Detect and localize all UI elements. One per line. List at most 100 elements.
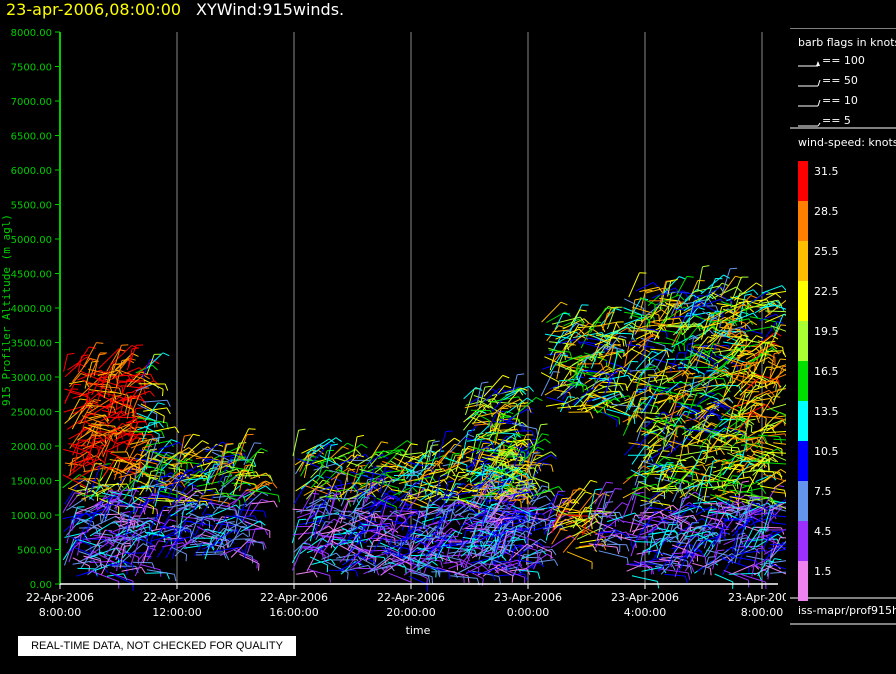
wind-barb	[508, 495, 521, 510]
wind-barb	[249, 489, 279, 496]
wind-barb	[114, 516, 135, 522]
wind-barb-flag	[479, 540, 483, 548]
wind-barb-flag	[98, 545, 101, 554]
wind-barb-flag	[269, 474, 273, 482]
wind-barb	[720, 275, 736, 298]
wind-barb	[90, 570, 119, 582]
wind-barb	[117, 380, 141, 383]
wind-barb-flag	[537, 464, 542, 472]
wind-barb	[115, 490, 123, 511]
wind-barb	[126, 398, 132, 419]
wind-barb-flag	[634, 514, 642, 516]
wind-barb-flag	[263, 541, 267, 549]
wind-barb	[235, 514, 262, 524]
wind-barb	[167, 496, 182, 514]
wind-barb-flag	[357, 434, 364, 438]
wind-barb	[479, 468, 490, 497]
wind-barb	[301, 444, 320, 454]
wind-barb	[506, 471, 520, 493]
wind-barb	[116, 512, 124, 542]
wind-barb	[95, 482, 119, 497]
wind-barb	[429, 553, 458, 564]
wind-barb	[69, 451, 88, 465]
wind-barb-flag	[497, 410, 505, 413]
wind-barb	[526, 559, 555, 565]
wind-barb	[305, 498, 323, 510]
wind-barb-flag	[516, 516, 521, 524]
wind-barb-flag	[524, 573, 528, 581]
wind-barb	[352, 436, 358, 458]
wind-barb	[450, 575, 478, 579]
wind-barb	[405, 515, 422, 540]
wind-barb	[78, 539, 100, 547]
wind-barb	[135, 383, 155, 392]
wind-barb-flag	[598, 384, 606, 388]
wind-barb	[230, 538, 251, 558]
wind-barb	[214, 546, 241, 552]
wind-barb-flag	[517, 467, 524, 473]
wind-barb-flag	[631, 360, 639, 363]
wind-barb-flag	[147, 496, 155, 499]
wind-barb	[63, 354, 68, 372]
wind-barb	[463, 404, 484, 423]
wind-barb	[424, 489, 442, 494]
wind-barb-flag	[367, 477, 375, 481]
wind-barb	[70, 479, 86, 489]
wind-barb	[86, 411, 107, 417]
wind-barb	[291, 543, 304, 564]
wind-barb	[631, 492, 652, 500]
wind-barb	[127, 421, 146, 424]
wind-barb	[126, 379, 144, 382]
wind-barb-flag	[205, 501, 209, 509]
wind-barb	[329, 522, 351, 533]
wind-barb	[205, 463, 215, 484]
wind-barb-flag	[163, 416, 165, 424]
wind-barb	[367, 499, 386, 517]
wind-barb	[137, 495, 163, 507]
wind-barb	[202, 448, 222, 452]
wind-barb	[229, 481, 245, 495]
wind-barb	[392, 470, 410, 484]
wind-barb	[516, 507, 537, 509]
wind-barb	[502, 529, 516, 555]
wind-barb-flag	[116, 563, 118, 572]
wind-barb	[592, 395, 615, 407]
wind-barb-flag	[561, 354, 569, 357]
wind-barb	[410, 475, 428, 489]
wind-barb	[67, 356, 88, 371]
wind-barb-flag	[150, 469, 158, 472]
wind-barb-flag	[455, 518, 461, 526]
wind-barb-flag	[535, 396, 543, 402]
wind-barb	[68, 428, 89, 440]
wind-barb	[525, 502, 552, 514]
wind-barb	[501, 439, 523, 450]
wind-barb-flag	[671, 563, 676, 571]
wind-barb	[360, 526, 383, 533]
wind-barb-flag	[488, 438, 494, 445]
wind-barb	[336, 497, 351, 523]
wind-barb-flag	[185, 458, 193, 461]
wind-barb-flag	[169, 440, 174, 448]
wind-barb-flag	[448, 571, 451, 579]
wind-barb-flag	[517, 433, 525, 437]
wind-barb	[383, 539, 408, 542]
wind-barb	[370, 553, 394, 572]
wind-barb-flag	[744, 293, 752, 296]
wind-barb-flag	[226, 515, 234, 518]
wind-barb	[431, 437, 455, 457]
wind-barb	[300, 492, 313, 515]
wind-barb	[346, 533, 357, 562]
wind-barb	[598, 550, 628, 559]
wind-barb	[75, 486, 102, 492]
wind-barb	[540, 371, 554, 397]
wind-barb	[478, 548, 495, 555]
wind-barb	[572, 357, 585, 380]
wind-barb-flag	[414, 482, 422, 485]
wind-barb-flag	[330, 457, 337, 464]
wind-barb	[131, 387, 143, 413]
wind-barb	[398, 539, 404, 557]
wind-barb	[176, 487, 195, 504]
wind-barb-flag	[686, 275, 694, 278]
wind-barb	[672, 410, 686, 428]
wind-barb-flag	[528, 405, 532, 413]
